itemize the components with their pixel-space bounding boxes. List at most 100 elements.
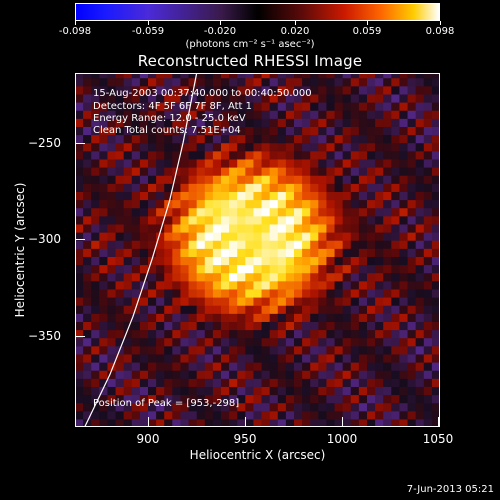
heatmap-cell — [107, 85, 117, 95]
heatmap-cell — [269, 345, 279, 355]
heatmap-cell — [164, 402, 173, 412]
heatmap-cell — [358, 280, 368, 290]
heatmap-cell — [131, 191, 141, 201]
heatmap-cell — [229, 73, 238, 79]
heatmap-cell — [196, 191, 206, 201]
heatmap-cell — [237, 362, 246, 371]
heatmap-cell — [334, 93, 344, 103]
heatmap-cell — [415, 110, 425, 119]
heatmap-cell — [431, 183, 440, 192]
heatmap-cell — [253, 158, 263, 168]
heatmap-cell — [358, 199, 368, 209]
heatmap-cell — [310, 386, 319, 396]
heatmap-cell — [294, 191, 303, 201]
heatmap-cell — [407, 102, 417, 111]
heatmap-cell — [75, 378, 84, 387]
heatmap-cell — [277, 118, 287, 127]
heatmap-cell — [358, 102, 368, 111]
heatmap-cell — [318, 248, 328, 257]
heatmap-cell — [83, 134, 92, 144]
heatmap-cell — [423, 305, 433, 314]
heatmap-cell — [245, 85, 255, 95]
heatmap-cell — [350, 73, 360, 79]
heatmap-cell — [391, 118, 401, 127]
heatmap-cell — [375, 410, 384, 420]
heatmap-cell — [367, 134, 376, 144]
heatmap-cell — [261, 126, 271, 136]
heatmap-cell — [285, 280, 295, 290]
heatmap-cell — [139, 77, 149, 87]
heatmap-cell — [342, 199, 352, 209]
heatmap-cell — [342, 313, 352, 322]
heatmap-cell — [399, 215, 409, 225]
heatmap-cell — [285, 175, 295, 184]
heatmap-cell — [123, 305, 133, 314]
heatmap-cell — [407, 362, 417, 371]
heatmap-cell — [342, 248, 352, 257]
heatmap-cell — [75, 93, 84, 103]
heatmap-cell — [253, 305, 263, 314]
heatmap-cell — [91, 362, 100, 371]
heatmap-cell — [310, 158, 319, 168]
heatmap-cell — [358, 418, 368, 427]
heatmap-cell — [99, 232, 109, 241]
heatmap-cell — [91, 223, 100, 233]
heatmap-cell — [172, 394, 182, 404]
heatmap-cell — [123, 85, 133, 95]
heatmap-cell — [75, 297, 84, 306]
heatmap-cell — [99, 102, 109, 111]
heatmap-cell — [156, 102, 165, 111]
heatmap-cell — [261, 362, 271, 371]
heatmap-cell — [212, 378, 222, 387]
heatmap-cell — [294, 215, 303, 225]
heatmap-cell — [375, 394, 384, 404]
heatmap-cell — [107, 118, 117, 127]
heatmap-cell — [229, 207, 238, 217]
heatmap-cell — [358, 402, 368, 412]
heatmap-cell — [83, 240, 92, 249]
heatmap-cell — [107, 256, 117, 266]
heatmap-cell — [245, 337, 255, 347]
heatmap-cell — [285, 410, 295, 420]
heatmap-cell — [269, 183, 279, 192]
heatmap-cell — [83, 85, 92, 95]
heatmap-cell — [75, 264, 84, 274]
heatmap-cell — [115, 410, 125, 420]
heatmap-cell — [221, 167, 230, 176]
heatmap-cell — [91, 191, 100, 201]
heatmap-cell — [237, 73, 246, 79]
heatmap-cell — [229, 353, 238, 363]
heatmap-cell — [294, 410, 303, 420]
heatmap-cell — [131, 288, 141, 298]
x-tick — [342, 417, 343, 427]
heatmap-cell — [139, 199, 149, 209]
heatmap-cell — [261, 410, 271, 420]
heatmap-cell — [285, 73, 295, 79]
heatmap-cell — [139, 394, 149, 404]
heatmap-cell — [107, 305, 117, 314]
heatmap-cell — [431, 85, 440, 95]
heatmap-cell — [212, 321, 222, 331]
heatmap-cell — [221, 288, 230, 298]
heatmap-cell — [383, 313, 392, 322]
heatmap-cell — [326, 297, 336, 306]
heatmap-cell — [123, 272, 133, 282]
heatmap-cell — [123, 183, 133, 192]
heatmap-cell — [391, 272, 401, 282]
heatmap-cell — [358, 321, 368, 331]
heatmap-cell — [123, 118, 133, 127]
heatmap-cell — [326, 321, 336, 331]
heatmap-cell — [131, 142, 141, 152]
heatmap-cell — [294, 394, 303, 404]
heatmap-cell — [180, 272, 190, 282]
heatmap-cell — [277, 402, 287, 412]
heatmap-cell — [221, 102, 230, 111]
heatmap-cell — [350, 142, 360, 152]
heatmap-cell — [115, 370, 125, 379]
heatmap-cell — [277, 418, 287, 427]
heatmap-cell — [75, 110, 84, 119]
heatmap-cell — [326, 183, 336, 192]
heatmap-cell — [383, 183, 392, 192]
x-tick-label: 1050 — [422, 432, 454, 446]
heatmap-cell — [326, 386, 336, 396]
